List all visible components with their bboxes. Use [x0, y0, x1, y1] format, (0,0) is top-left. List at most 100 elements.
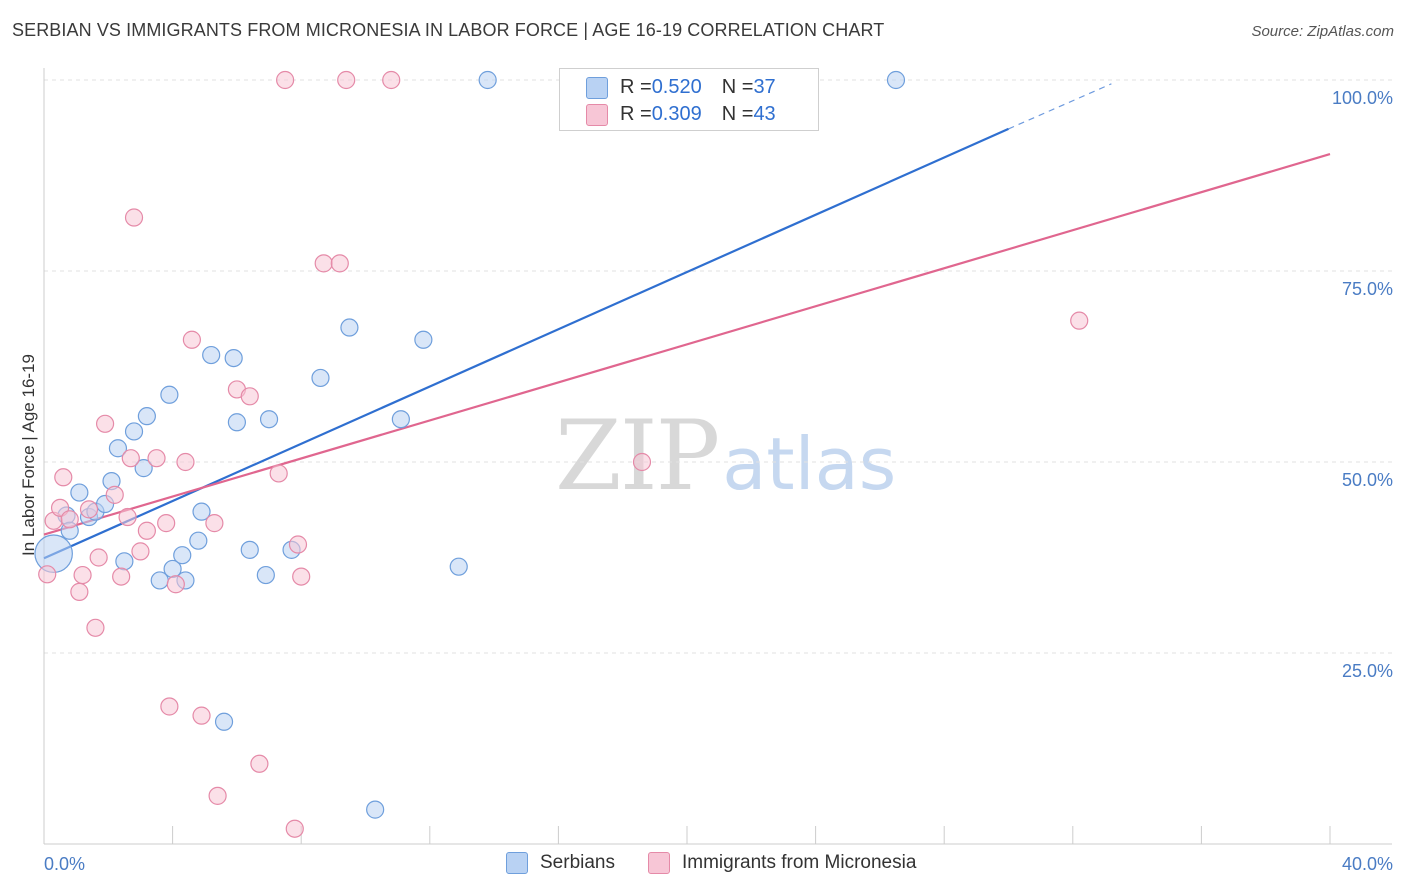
legend-label-micronesia: Immigrants from Micronesia: [682, 852, 917, 873]
micronesia-point: [1070, 311, 1089, 330]
micronesia-point: [79, 500, 99, 519]
micronesia-point: [182, 330, 201, 349]
micronesia-point: [205, 514, 224, 533]
micronesia-point: [73, 565, 92, 585]
serbian-n-label: N =: [721, 75, 754, 98]
serbian-n-value: 37: [753, 75, 776, 98]
x-tick-label-max: 40.0%: [1342, 854, 1393, 874]
micronesia-point: [166, 575, 185, 594]
micronesia-legend-swatch: [648, 852, 670, 874]
x-tick-label-min: 0.0%: [44, 854, 85, 874]
serbian-point: [134, 459, 153, 478]
micronesia-swatch: [586, 104, 608, 126]
correlation-legend: R = 0.520 N = 37 R = 0.309 N = 43: [559, 68, 819, 131]
serbian-point: [414, 330, 433, 349]
serbian-point: [70, 483, 89, 502]
serbian-point: [189, 531, 208, 550]
source-label: Source: ZipAtlas.com: [1251, 23, 1394, 40]
micronesia-point: [208, 786, 227, 805]
serbians-legend-swatch: [506, 852, 528, 874]
legend-item-micronesia[interactable]: Immigrants from Micronesia: [648, 852, 916, 874]
serbian-point: [259, 410, 279, 429]
y-tick-label: 75.0%: [1342, 279, 1393, 299]
micronesia-point: [330, 254, 349, 273]
y-tick-label: 100.0%: [1332, 88, 1393, 108]
serbian-point: [173, 546, 192, 565]
serbian-point: [224, 348, 243, 368]
micronesia-r-value: 0.309: [651, 102, 702, 125]
micronesia-point: [157, 514, 176, 533]
serbian-point: [115, 552, 134, 571]
micronesia-point: [176, 452, 195, 472]
serbian-r-value: 0.520: [651, 75, 702, 98]
serbian-point: [311, 368, 330, 388]
micronesia-point: [137, 521, 156, 540]
micronesia-point: [147, 449, 166, 468]
serbian-swatch: [586, 77, 608, 99]
micronesia-point: [632, 452, 652, 472]
serbian-point: [256, 565, 275, 585]
legend-item-serbians[interactable]: Serbians: [506, 852, 615, 874]
series-legend: Serbians Immigrants from Micronesia: [0, 852, 1406, 878]
serbian-point: [124, 422, 144, 441]
serbian-r-label: R =: [620, 75, 652, 98]
micronesia-point: [314, 254, 333, 273]
labels-layer: 25.0% 50.0% 75.0% 100.0% 0.0% 40.0%: [44, 88, 1393, 874]
serbian-point: [478, 70, 497, 90]
serbian-trend-extension: [1008, 83, 1112, 130]
points-layer: [34, 70, 1089, 838]
serbian-point: [366, 800, 385, 819]
axes-layer: [43, 68, 1392, 845]
serbian-point: [160, 385, 179, 404]
micronesia-r-label: R =: [620, 102, 652, 125]
serbian-point: [391, 410, 410, 429]
micronesia-point: [250, 754, 269, 773]
micronesia-point: [124, 208, 144, 227]
micronesia-n-label: N =: [721, 102, 754, 125]
legend-label-serbians: Serbians: [540, 852, 615, 873]
serbian-point: [202, 345, 221, 365]
y-axis-title: In Labor Force | Age 16-19: [19, 354, 38, 556]
micronesia-point: [337, 70, 356, 90]
micronesia-point: [105, 485, 124, 504]
micronesia-point: [160, 697, 179, 716]
serbian-point: [240, 540, 259, 559]
serbian-point: [340, 318, 359, 337]
serbian-point: [227, 413, 246, 432]
micronesia-point: [118, 507, 137, 527]
serbian-legend-row: R = 0.520 N = 37: [620, 75, 776, 99]
grid-layer: [44, 79, 1392, 654]
micronesia-legend-row: R = 0.309 N = 43: [620, 102, 776, 126]
micronesia-point: [276, 70, 295, 90]
chart-title: SERBIAN VS IMMIGRANTS FROM MICRONESIA IN…: [12, 20, 885, 40]
micronesia-point: [95, 414, 115, 433]
trend-layer: [43, 83, 1331, 560]
micronesia-trend-line: [43, 153, 1331, 536]
micronesia-point: [86, 618, 105, 637]
micronesia-point: [131, 542, 150, 561]
micronesia-point: [292, 567, 311, 586]
micronesia-point: [54, 468, 73, 487]
micronesia-point: [288, 535, 308, 554]
micronesia-point: [382, 70, 401, 90]
serbian-point: [137, 407, 156, 426]
micronesia-point: [38, 565, 57, 584]
serbian-point: [192, 502, 211, 521]
micronesia-point: [285, 819, 304, 838]
serbian-point: [34, 534, 73, 573]
micronesia-n-value: 43: [753, 102, 776, 125]
micronesia-point: [70, 582, 89, 601]
micronesia-point: [269, 464, 288, 483]
serbian-point: [449, 557, 468, 576]
micronesia-point: [60, 510, 79, 529]
serbian-point: [214, 712, 234, 731]
micronesia-point: [192, 706, 211, 725]
micronesia-point: [112, 567, 131, 586]
micronesia-point: [89, 548, 108, 567]
serbian-point: [108, 439, 128, 458]
micronesia-point: [240, 387, 259, 406]
y-tick-label: 50.0%: [1342, 470, 1393, 490]
y-tick-label: 25.0%: [1342, 661, 1393, 681]
serbian-point: [886, 70, 906, 90]
